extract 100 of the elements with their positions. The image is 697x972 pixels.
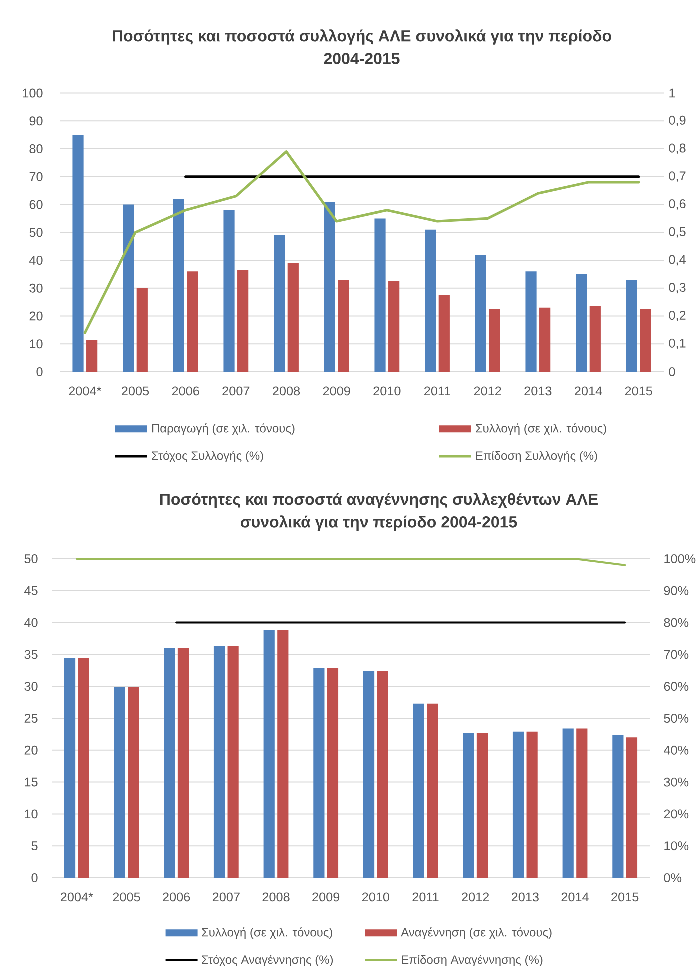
- y-tick-label: 45: [24, 586, 38, 596]
- y-tick-label: 20: [24, 746, 38, 755]
- x-tick-label: 2004*: [69, 386, 102, 396]
- bar: [612, 735, 624, 878]
- legend-label: Αναγέννηση (σε χιλ. τόνους): [401, 928, 552, 940]
- bar: [463, 733, 474, 878]
- x-tick-label: 2009: [323, 386, 350, 396]
- y2-tick-label: 0,9: [669, 116, 686, 126]
- bar: [526, 272, 537, 372]
- x-tick-label: 2006: [163, 892, 190, 902]
- y2-tick-label: 60%: [664, 682, 689, 692]
- bar: [187, 272, 198, 372]
- bar: [324, 202, 336, 372]
- x-tick-label: 2008: [262, 892, 290, 902]
- bar: [540, 308, 551, 372]
- y-tick-label: 10: [30, 340, 43, 349]
- y-tick-label: 30: [24, 682, 38, 692]
- bar: [438, 295, 450, 372]
- bar: [288, 263, 299, 372]
- x-tick-label: 2012: [462, 892, 490, 902]
- x-tick-label: 2009: [312, 892, 340, 902]
- bar: [475, 254, 486, 372]
- bar: [388, 281, 400, 372]
- y-tick-label: 50: [30, 228, 43, 238]
- bar: [626, 738, 638, 878]
- y-tick-label: 35: [24, 650, 38, 660]
- bar: [427, 704, 438, 878]
- bar: [425, 230, 436, 372]
- bar: [562, 728, 574, 878]
- bar: [526, 732, 538, 878]
- legend-label: Συλλογή (σε χιλ. τόνους): [202, 928, 332, 940]
- bar: [274, 235, 286, 372]
- y2-tick-label: 0,6: [669, 200, 686, 210]
- x-tick-label: 2012: [474, 386, 502, 396]
- bar: [238, 270, 249, 372]
- x-tick-label: 2004*: [60, 892, 94, 902]
- y-tick-label: 0: [32, 874, 38, 882]
- y-tick-label: 90: [30, 116, 43, 126]
- bar: [576, 274, 588, 372]
- bar: [576, 728, 588, 878]
- legend-label: Στόχος Αναγέννησης (%): [202, 954, 334, 967]
- y2-tick-label: 70%: [664, 650, 689, 660]
- x-tick-label: 2015: [612, 892, 639, 902]
- bar: [214, 646, 226, 878]
- bar: [224, 210, 235, 372]
- bar: [173, 199, 184, 372]
- y-tick-label: 20: [30, 312, 43, 321]
- bar: [264, 630, 275, 878]
- bar: [377, 671, 388, 878]
- y-tick-label: 40: [24, 618, 38, 628]
- y-tick-label: 25: [24, 714, 38, 723]
- bar: [136, 288, 148, 372]
- y-tick-label: 10: [25, 810, 38, 819]
- bar: [78, 658, 90, 878]
- y2-tick-label: 100%: [664, 554, 696, 564]
- bar: [374, 218, 386, 372]
- x-tick-label: 2015: [625, 386, 652, 396]
- y2-tick-label: 90%: [664, 586, 689, 596]
- y2-tick-label: 0%: [664, 874, 682, 882]
- legend-label: Παραγωγή (σε χιλ. τόνους): [152, 424, 295, 436]
- x-tick-label: 2013: [524, 386, 552, 396]
- legend-label: Στόχος Συλλογής (%): [152, 450, 264, 462]
- bar: [363, 671, 375, 878]
- y-tick-label: 70: [30, 172, 43, 182]
- x-tick-label: 2010: [374, 386, 401, 396]
- bar: [228, 646, 239, 878]
- x-tick-label: 2007: [212, 892, 240, 902]
- x-tick-label: 2005: [122, 386, 150, 396]
- bar: [64, 658, 76, 878]
- y2-tick-label: 0,2: [669, 311, 686, 322]
- bar: [413, 704, 424, 878]
- y2-tick-label: 0,8: [669, 144, 686, 154]
- chart-title: Ποσότητες και ποσοστά συλλογής ΑΛΕ συνολικά για την περίοδο 2004-2015: [113, 30, 612, 64]
- y-tick-label: 30: [30, 284, 43, 293]
- x-tick-label: 2013: [512, 892, 539, 902]
- y-tick-label: 15: [25, 778, 38, 787]
- legend-label: Επίδοση Συλλογής (%): [476, 450, 598, 462]
- y-tick-label: 40: [29, 256, 43, 265]
- line-series: [84, 150, 640, 334]
- y-tick-label: 50: [24, 554, 38, 564]
- y2-tick-label: 30%: [664, 778, 689, 787]
- y2-tick-label: 0,5: [669, 227, 686, 238]
- x-tick-label: 2005: [113, 892, 140, 902]
- x-tick-label: 2006: [172, 386, 200, 396]
- bar: [278, 630, 289, 878]
- bar: [626, 280, 638, 372]
- y2-tick-label: 1: [670, 88, 676, 98]
- y-tick-label: 80: [30, 144, 43, 154]
- x-tick-label: 2014: [562, 892, 589, 902]
- x-tick-label: 2014: [575, 386, 602, 396]
- x-tick-label: 2010: [362, 892, 390, 902]
- bar: [476, 733, 488, 878]
- bar: [327, 668, 339, 878]
- bar: [640, 309, 652, 372]
- y2-tick-label: 10%: [664, 842, 689, 851]
- bar: [86, 340, 98, 372]
- x-tick-label: 2011: [424, 386, 450, 396]
- y-tick-label: 5: [32, 842, 38, 851]
- bar: [512, 732, 524, 878]
- y2-tick-label: 0: [669, 368, 676, 376]
